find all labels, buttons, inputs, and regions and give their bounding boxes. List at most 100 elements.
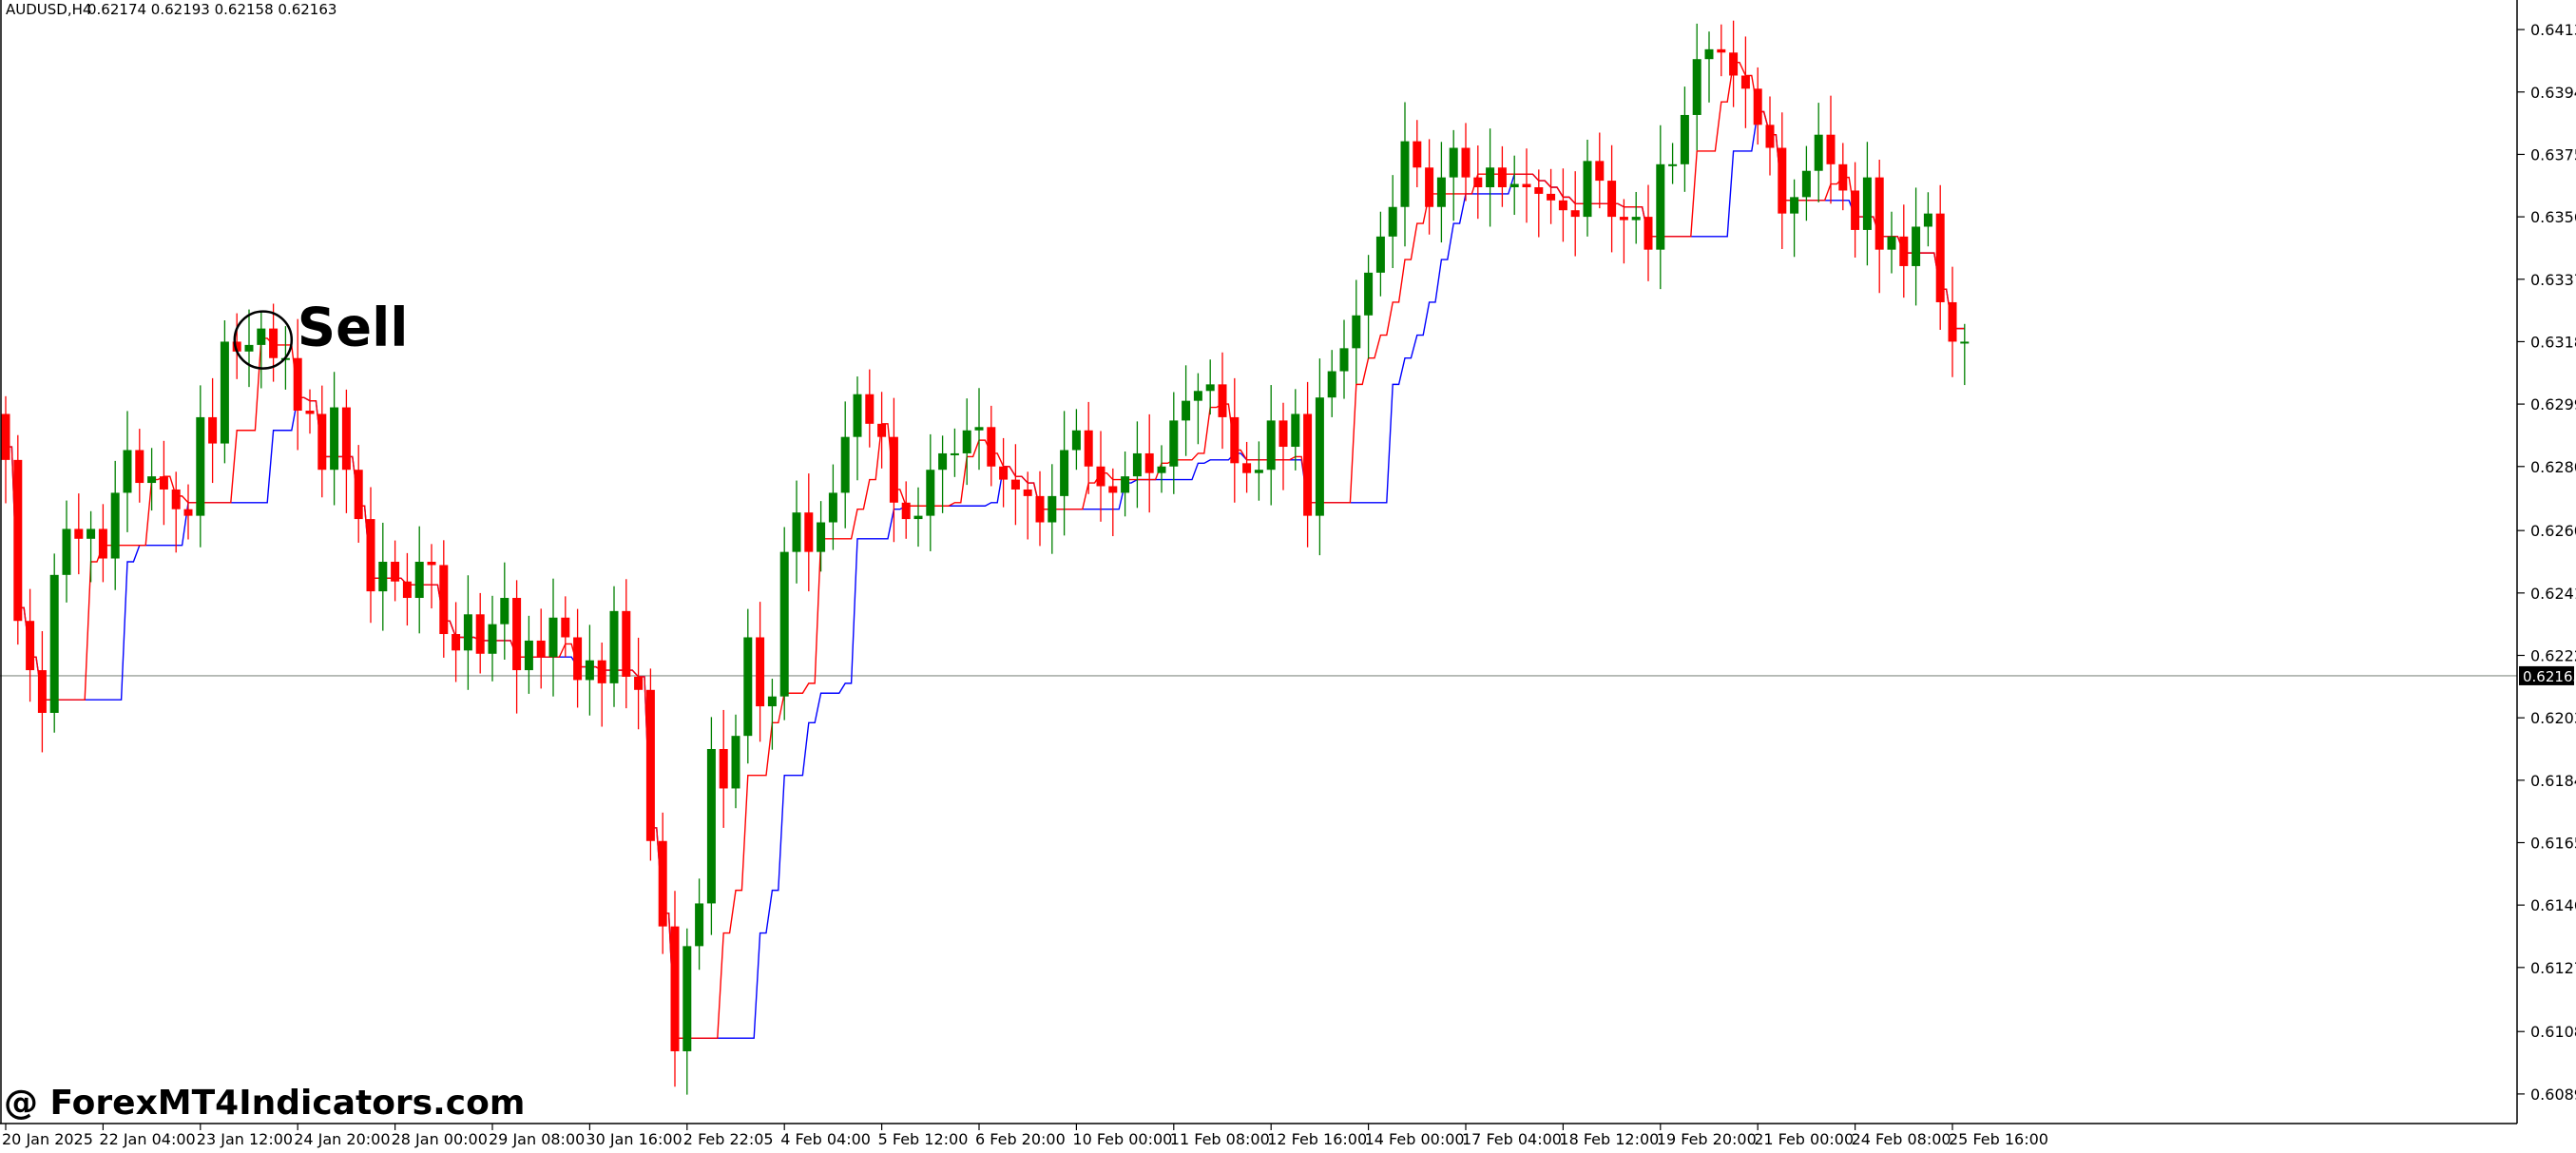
bear-candle [269, 328, 279, 358]
bull-candle [1048, 495, 1057, 523]
y-tick-label: 0.62605 [2530, 522, 2576, 540]
bear-candle [1473, 177, 1483, 187]
bear-candle [1534, 187, 1544, 194]
bear-candle [1230, 416, 1240, 464]
bull-candle [1509, 183, 1519, 187]
bear-candle [37, 670, 47, 713]
x-tick-label: 2 Feb 22:05 [683, 1130, 774, 1148]
x-tick-label: 5 Feb 12:00 [878, 1130, 969, 1148]
bull-candle [585, 660, 594, 681]
bear-candle [645, 689, 655, 841]
bear-candle [865, 394, 875, 424]
bear-candle [877, 423, 887, 437]
bear-candle [341, 407, 351, 471]
bull-candle [1193, 391, 1202, 401]
bear-candle [622, 610, 631, 677]
bull-candle [1071, 430, 1081, 451]
bull-candle [257, 328, 266, 345]
bull-candle [1315, 397, 1324, 516]
bear-candle [1, 413, 10, 460]
bear-candle [1874, 177, 1884, 250]
bear-candle [232, 341, 241, 352]
bear-candle [1023, 489, 1032, 496]
bear-candle [159, 476, 168, 490]
bull-candle [147, 476, 157, 484]
bear-candle [1497, 167, 1507, 187]
bear-candle [183, 509, 193, 516]
bear-candle [901, 502, 911, 520]
bear-candle [402, 581, 412, 599]
y-tick-label: 0.63180 [2530, 333, 2576, 351]
bull-candle [1912, 226, 1921, 266]
bull-candle [1182, 400, 1191, 421]
bear-candle [1753, 88, 1762, 125]
x-tick-label: 29 Jan 08:00 [489, 1130, 585, 1148]
y-tick-label: 0.61465 [2530, 896, 2576, 914]
bear-candle [98, 528, 107, 559]
bull-candle [1291, 413, 1300, 448]
x-tick-label: 24 Jan 20:00 [294, 1130, 390, 1148]
bull-candle [1169, 420, 1179, 467]
bull-candle [123, 450, 132, 493]
bull-candle [1680, 114, 1689, 164]
y-tick-label: 0.62035 [2530, 709, 2576, 727]
y-tick-label: 0.61080 [2530, 1023, 2576, 1041]
bear-candle [804, 512, 814, 552]
bull-candle [706, 749, 716, 904]
bull-candle [840, 436, 850, 493]
bear-candle [1899, 236, 1909, 266]
bear-candle [1851, 190, 1860, 230]
y-tick-label: 0.63750 [2530, 145, 2576, 163]
bull-candle [1814, 134, 1823, 171]
bull-candle [196, 416, 205, 516]
bear-candle [427, 562, 436, 566]
bear-candle [1108, 486, 1118, 493]
bear-candle [293, 357, 302, 412]
x-tick-label: 18 Feb 12:00 [1559, 1130, 1659, 1148]
bull-candle [1583, 161, 1592, 218]
bear-candle [13, 459, 23, 622]
bear-candle [1644, 217, 1653, 250]
bull-candle [62, 528, 71, 575]
bull-candle [548, 617, 558, 658]
bear-candle [536, 640, 546, 658]
bull-candle [913, 515, 923, 520]
y-tick-label: 0.60890 [2530, 1086, 2576, 1104]
bull-candle [950, 452, 959, 455]
bear-candle [1948, 301, 1957, 342]
bear-candle [1461, 147, 1471, 178]
x-tick-label: 12 Feb 16:00 [1267, 1130, 1367, 1148]
bear-candle [1278, 420, 1288, 448]
bear-candle [1740, 75, 1750, 89]
bear-candle [1838, 163, 1848, 191]
bull-candle [828, 492, 837, 523]
bear-candle [452, 634, 461, 651]
y-tick-label: 0.62225 [2530, 647, 2576, 665]
x-tick-label: 17 Feb 04:00 [1462, 1130, 1562, 1148]
bear-candle [670, 926, 680, 1051]
bear-candle [1242, 463, 1252, 473]
bull-candle [974, 427, 984, 431]
bull-candle [1157, 466, 1166, 473]
bear-candle [561, 617, 570, 638]
current-price-label: 0.62163 [2523, 668, 2576, 685]
bull-candle [1132, 452, 1142, 477]
x-tick-label: 4 Feb 04:00 [780, 1130, 871, 1148]
bull-candle [1486, 167, 1495, 187]
bull-candle [524, 640, 533, 671]
bull-candle [110, 492, 120, 559]
y-tick-label: 0.63560 [2530, 208, 2576, 226]
y-tick-label: 0.61655 [2530, 835, 2576, 853]
bull-candle [1801, 170, 1811, 198]
bear-candle [1425, 167, 1434, 207]
bull-candle [682, 946, 692, 1051]
bull-candle [1388, 206, 1397, 237]
bull-candle [330, 407, 339, 471]
bull-candle [1352, 315, 1361, 349]
bull-candle [609, 610, 619, 683]
bear-candle [573, 637, 583, 681]
bull-candle [1121, 476, 1130, 493]
bull-candle [220, 341, 229, 444]
